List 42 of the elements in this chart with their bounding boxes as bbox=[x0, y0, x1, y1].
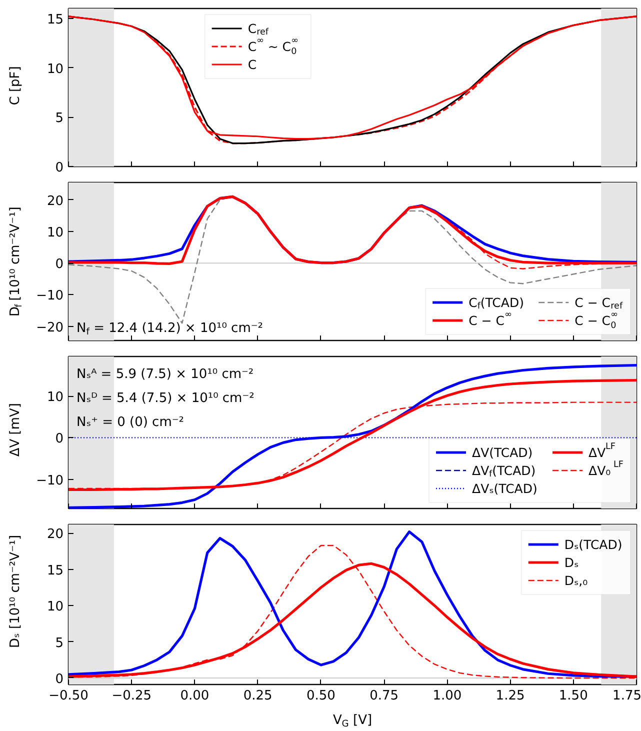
y-tick-label: 20 bbox=[46, 527, 64, 542]
x-tick-label: 0.50 bbox=[306, 688, 336, 704]
legend-label: C bbox=[248, 57, 257, 72]
y-tick-label: 0 bbox=[55, 160, 64, 176]
annotation: Nₛ⁺ = 0 (0) cm⁻² bbox=[76, 415, 184, 430]
y-tick-label: 5 bbox=[55, 636, 64, 651]
legend-label: C − C∞ bbox=[468, 310, 512, 328]
legend-label: ΔV(TCAD) bbox=[472, 445, 533, 460]
legend-label: Dₛ,₀ bbox=[564, 573, 588, 588]
y-tick-label: 0 bbox=[55, 432, 64, 447]
y-tick-label: −10 bbox=[36, 288, 64, 304]
y-axis-title: C [pF] bbox=[8, 66, 23, 106]
y-tick-label: 10 bbox=[46, 62, 64, 77]
y-axis-title: Dₛ [10¹⁰ cm⁻²V⁻¹] bbox=[8, 534, 23, 648]
y-tick-label: 5 bbox=[55, 111, 64, 126]
x-tick-label: 1.75 bbox=[612, 688, 641, 704]
y-axis-title: Df [10¹⁰ cm⁻²V⁻¹] bbox=[8, 206, 24, 316]
y-tick-label: −20 bbox=[36, 320, 64, 336]
x-tick-label: 0.00 bbox=[180, 688, 210, 704]
x-tick-label: 0.25 bbox=[243, 688, 272, 704]
x-tick-label: −0.50 bbox=[48, 688, 88, 704]
x-tick-label: 1.25 bbox=[496, 688, 525, 704]
x-tick-label: 1.00 bbox=[432, 688, 462, 704]
y-tick-label: −10 bbox=[36, 473, 64, 488]
legend-label: Dₛ bbox=[564, 555, 579, 570]
y-tick-label: 0 bbox=[55, 257, 64, 272]
x-tick-label: 1.50 bbox=[558, 688, 588, 704]
y-tick-label: 15 bbox=[46, 563, 64, 578]
y-tick-label: 15 bbox=[46, 12, 64, 28]
legend-label: ΔVₛ(TCAD) bbox=[472, 481, 538, 496]
annotation: Nₛᴬ = 5.9 (7.5) × 10¹⁰ cm⁻² bbox=[76, 367, 254, 382]
y-tick-label: 10 bbox=[46, 390, 64, 406]
line-series bbox=[68, 364, 636, 508]
y-tick-label: 20 bbox=[46, 194, 64, 209]
x-tick-label: −0.25 bbox=[112, 688, 152, 704]
y-axis-title: ΔV [mV] bbox=[8, 403, 23, 457]
y-tick-label: 0 bbox=[55, 672, 64, 687]
y-tick-label: 10 bbox=[46, 600, 64, 615]
y-tick-label: 10 bbox=[46, 225, 64, 240]
x-tick-label: 0.75 bbox=[370, 688, 399, 704]
legend-label: Dₛ(TCAD) bbox=[564, 537, 622, 552]
annotation: Nₛᴰ = 5.4 (7.5) × 10¹⁰ cm⁻² bbox=[76, 391, 254, 406]
